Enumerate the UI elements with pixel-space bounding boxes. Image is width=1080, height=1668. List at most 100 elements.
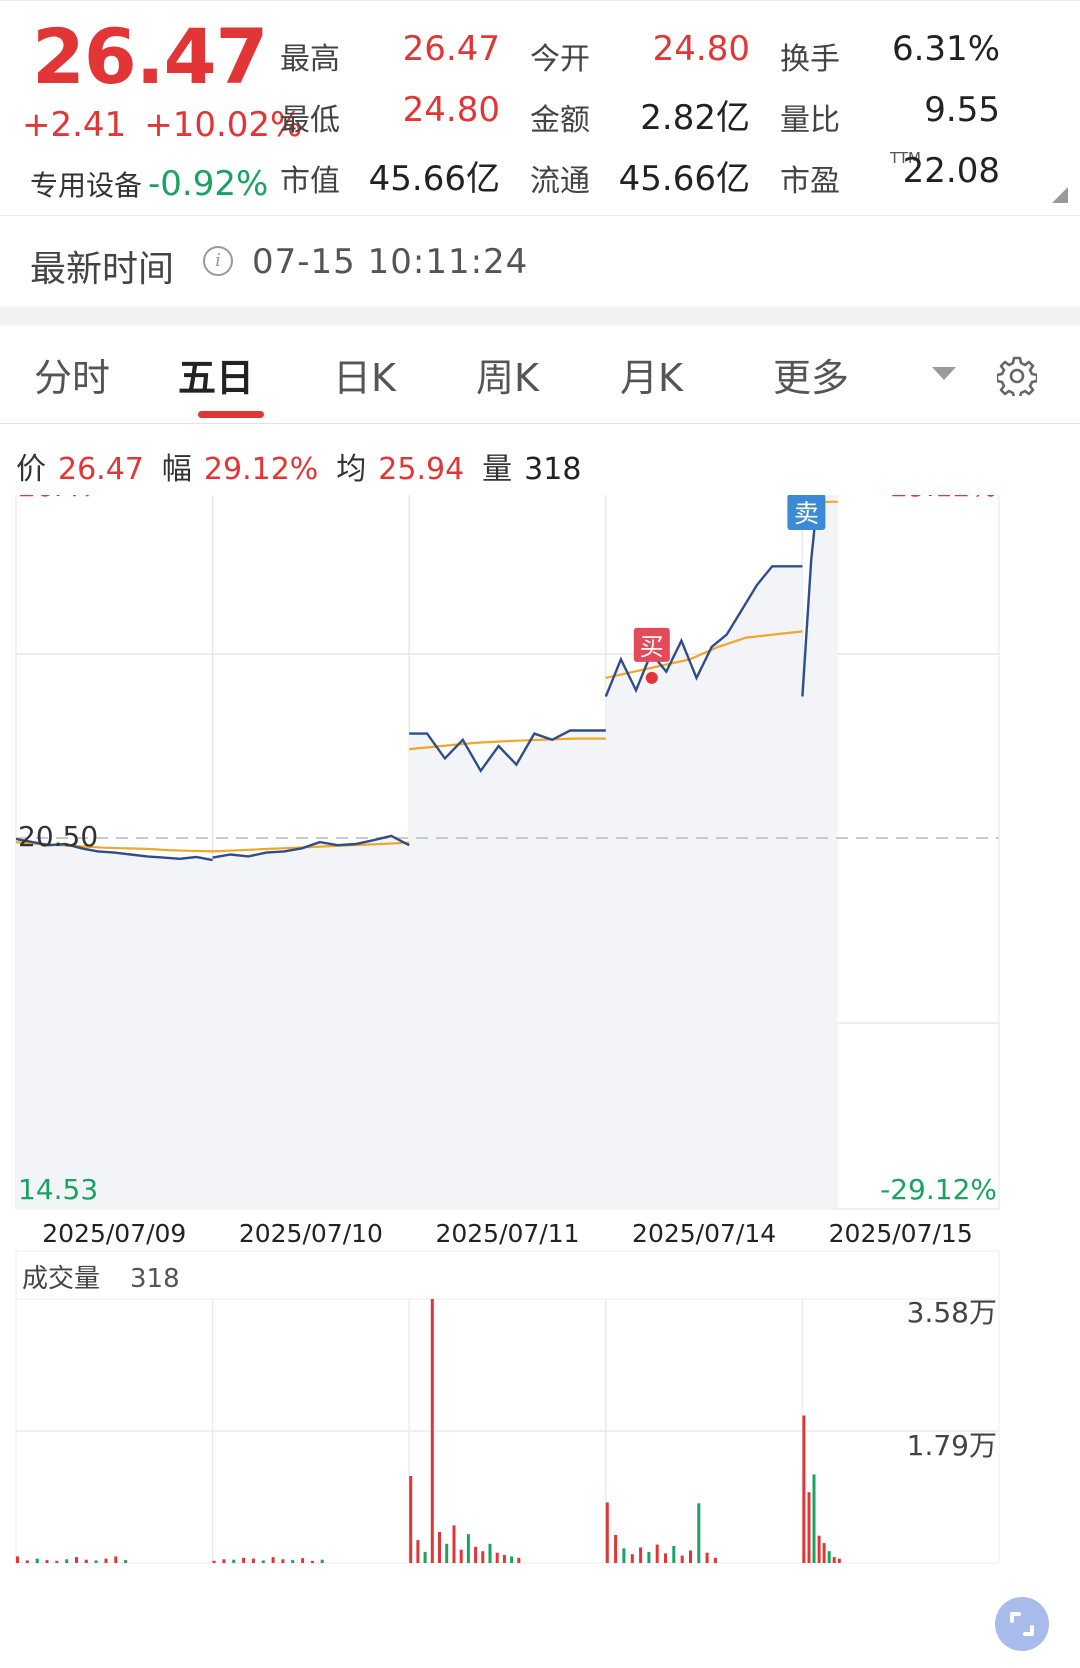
price-label: 价 [16,452,46,487]
chevron-down-icon[interactable] [932,367,956,380]
volume-bar [261,1560,265,1563]
volume-bar [832,1557,836,1563]
avg-line-day-1 [212,841,410,853]
section-divider [0,307,1080,325]
volume-bar [452,1525,456,1563]
tab-daily-k[interactable]: 日K [333,356,396,400]
volume-bar [16,1556,19,1563]
stat-label-amount: 金额 [530,103,590,138]
volume-bar [822,1543,826,1563]
volume-bar [705,1552,709,1563]
y-axis-min-pct: -29.12% [880,1173,997,1206]
volume-bar [84,1559,88,1563]
fullscreen-button[interactable] [995,1597,1049,1651]
stat-label-pe: 市盈 [780,164,840,199]
stat-label-float: 流通 [530,164,590,199]
tab-more[interactable]: 更多 [773,356,850,400]
latest-time-bar: 最新时间 i 07-15 10:11:24 [0,215,1080,308]
avg-line-day-3 [605,630,803,679]
tab-monthly-k[interactable]: 月K [620,356,683,400]
volume-bar [320,1559,324,1563]
volume-grid [15,1298,1000,1564]
volume-bar [281,1559,285,1563]
buy-badge[interactable] [633,627,670,662]
volume-bar [25,1560,29,1563]
x-tick-label: 2025/07/11 [435,1219,579,1248]
volume-bar [75,1557,78,1563]
stat-label-market-cap: 市值 [280,164,340,199]
volume-bar [45,1560,49,1563]
volume-bar [488,1543,492,1563]
volume-header [15,1250,1000,1300]
volume-bar [35,1558,39,1563]
stat-label-volume-ratio: 量比 [780,103,840,138]
volume-axis-mid: 1.79万 [907,1429,997,1462]
volume-bar [510,1556,514,1563]
volume-bar [55,1560,59,1563]
ttm-tag: TTM [890,149,922,167]
sector-info[interactable]: 专用设备 -0.92% [30,164,268,204]
price-line-day-1 [212,834,410,859]
volume-bar [672,1546,676,1563]
volume-bar [689,1550,692,1563]
volume-bar [474,1546,478,1563]
buy-point [645,671,658,684]
stat-label-high: 最高 [280,42,340,77]
volume-bar [438,1532,441,1563]
stat-value-turnover: 6.31% [891,29,1000,69]
quote-header: 26.47 +2.41 +10.02% 专用设备 -0.92% 最高 26.47 今… [0,0,1080,216]
volume-bar [837,1558,841,1563]
volume-bar [310,1560,314,1563]
buy-label: 买 [640,633,664,661]
average-value: 25.94 [378,452,465,487]
volume-bar [680,1555,684,1563]
volume-bar [445,1543,449,1563]
chart-tabs: 分时 五日 日K 周K 月K 更多 [0,325,1080,424]
stat-value-open: 24.80 [652,29,750,69]
info-icon[interactable]: i [203,246,233,276]
x-tick-label: 2025/07/15 [829,1219,973,1248]
volume-bar [697,1503,701,1563]
avg-line [15,500,838,853]
volume-bar [481,1551,485,1563]
stat-value-pe: 22.08 [902,151,1000,191]
volume-bar [114,1556,118,1563]
volume-bar [817,1535,821,1563]
y-axis-max-pct: 29.12% [890,495,997,503]
volume-bar [812,1474,816,1563]
tab-five-day[interactable]: 五日 [178,356,255,400]
volume-bar [124,1560,128,1563]
avg-line-day-2 [409,737,606,751]
price-area-day-4 [802,495,838,1209]
volume-current: 318 [130,1264,180,1294]
volume-bar [517,1557,521,1563]
volume-bar [423,1551,427,1563]
y-axis-max: 26.47 [18,495,98,503]
sell-badge[interactable] [787,495,826,530]
fullscreen-icon [1010,1612,1034,1636]
five-day-chart[interactable]: 买卖 26.47 20.50 14.53 29.12% -29.12% 2025… [0,495,1080,1668]
volume-bar [655,1544,659,1563]
price-line-day-2 [409,729,606,774]
volume-bar [416,1540,420,1563]
volume-bar [802,1415,806,1563]
latest-time-label: 最新时间 [30,249,175,290]
amplitude-label: 幅 [161,452,192,487]
volume-bar [502,1554,506,1563]
gear-icon[interactable] [997,356,1037,396]
current-price: 26.47 [32,12,268,101]
volume-bar [291,1560,295,1563]
x-tick-label: 2025/07/10 [239,1219,383,1248]
price-area-day-3 [605,566,803,1209]
price-value: 26.47 [58,452,144,487]
price-line-day-3 [604,565,803,697]
tab-weekly-k[interactable]: 周K [476,356,539,400]
volume-bar [466,1534,470,1563]
trade-markers[interactable]: 买卖 [633,495,826,684]
tab-intraday[interactable]: 分时 [34,356,111,400]
volume-value: 318 [524,452,582,487]
stat-label-open: 今开 [530,42,590,77]
volume-bar [271,1557,275,1563]
expand-corner-icon[interactable] [1052,187,1068,203]
volume-bar [614,1535,618,1563]
